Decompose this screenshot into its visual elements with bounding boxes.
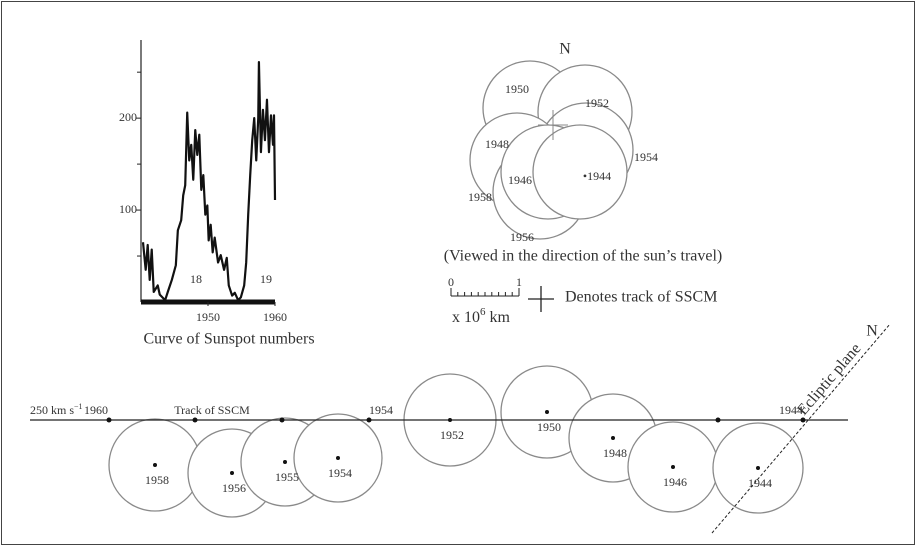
- ecliptic-label: Ecliptic plane: [794, 340, 864, 418]
- center-dot: [153, 463, 157, 467]
- year-label: •1944: [583, 169, 611, 183]
- x-tick-label: 1950: [196, 310, 220, 324]
- year-label: 1952: [585, 96, 609, 110]
- center-dot: [611, 436, 615, 440]
- center-dot: [336, 456, 340, 460]
- scale-start: 0: [448, 275, 454, 289]
- year-label: 1956: [510, 230, 534, 244]
- year-label: 1958: [145, 473, 169, 487]
- scale-unit-text: x 10: [452, 309, 480, 326]
- year-label: 1960: [84, 403, 108, 417]
- year-label: 1954: [328, 466, 352, 480]
- year-label: 1948: [485, 137, 509, 151]
- track-dot: [800, 417, 806, 423]
- year-label: 1948: [603, 446, 627, 460]
- track-dot: [106, 417, 112, 423]
- year-label: 1950: [505, 82, 529, 96]
- year-label: 1946: [508, 173, 532, 187]
- track-dot: [192, 417, 198, 423]
- chart-title: Curve of Sunspot numbers: [143, 331, 314, 348]
- center-dot: [756, 466, 760, 470]
- track-label: Track of SSCM: [174, 403, 250, 417]
- ecliptic-line: [711, 323, 891, 534]
- center-dot: [283, 460, 287, 464]
- legend-text: Denotes track of SSCM: [565, 289, 717, 306]
- center-dot: [230, 471, 234, 475]
- track-dot: [715, 417, 721, 423]
- north-label: N: [559, 41, 571, 58]
- center-dot: [545, 410, 549, 414]
- orbit-circle: [532, 124, 628, 220]
- year-label: 1956: [222, 481, 246, 495]
- year-label: 1952: [440, 428, 464, 442]
- year-label: 1944: [748, 476, 772, 490]
- year-label: 1944: [779, 403, 803, 417]
- track-dot: [366, 417, 372, 423]
- center-dot: [671, 465, 675, 469]
- center-dot: [448, 418, 452, 422]
- year-label: 1954: [369, 403, 393, 417]
- scale-exponent: 6: [480, 306, 486, 318]
- sunspot-line: [141, 60, 277, 302]
- speed-label: 250 km s−1: [30, 402, 83, 417]
- scale-unit-tail: km: [486, 309, 511, 326]
- caption: (Viewed in the direction of the sun’s tr…: [444, 248, 723, 265]
- year-label: 1946: [663, 475, 687, 489]
- x-tick-label: 1960: [263, 310, 287, 324]
- scale-unit: x 106 km: [452, 306, 511, 326]
- cycle-label: 18: [190, 272, 202, 286]
- cycle-label: 19: [260, 272, 272, 286]
- y-tick-label: 200: [119, 110, 137, 124]
- north-label: N: [866, 323, 878, 340]
- track-dot: [279, 417, 285, 423]
- scale-end: 1: [516, 275, 522, 289]
- speed-exponent: −1: [74, 402, 83, 411]
- speed-text: 250 km s: [30, 403, 74, 417]
- y-tick-label: 100: [119, 202, 137, 216]
- year-label: 1958: [468, 190, 492, 204]
- year-label: 1955: [275, 470, 299, 484]
- year-label: 1950: [537, 420, 561, 434]
- year-label: 1954: [634, 150, 658, 164]
